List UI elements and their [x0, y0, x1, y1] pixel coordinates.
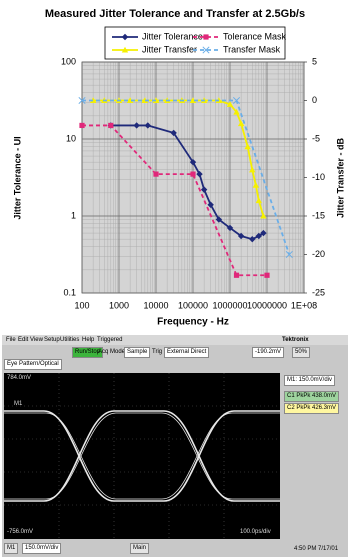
x-tick-label: 1000000	[212, 300, 247, 310]
menu-item[interactable]: View	[30, 337, 43, 343]
scale-top: 784.0mV	[7, 375, 31, 381]
data-point	[153, 172, 158, 177]
footer-item[interactable]: 150.0mV/div	[22, 543, 61, 554]
y-tick-label: 0.1	[63, 287, 76, 297]
x-axis-title: Frequency - Hz	[157, 317, 229, 328]
status: Triggered	[97, 337, 122, 343]
panel-item[interactable]: C2 PkPk 426.3mV	[284, 403, 339, 414]
y2-tick-label: -20	[312, 249, 325, 259]
y2-tick-label: -10	[312, 172, 325, 182]
scope-screen: 784.0mV M1 -756.0mV 100.0ps/div	[4, 373, 280, 539]
brand: Tektronix	[282, 337, 309, 343]
footer-item[interactable]: M1	[4, 543, 18, 554]
legend-label: Transfer Mask	[223, 44, 281, 54]
x-tick-label: 10000	[143, 300, 168, 310]
chart-title: Measured Jitter Tolerance and Transfer a…	[45, 8, 305, 20]
x-tick-label: 10000000	[247, 300, 287, 310]
y2-tick-label: -15	[312, 210, 325, 220]
timebase: 100.0ps/div	[240, 529, 271, 535]
y2-tick-label: 5	[312, 56, 317, 66]
data-point	[190, 172, 195, 177]
y2-tick-label: 0	[312, 95, 317, 105]
x-tick-label: 100000	[178, 300, 208, 310]
page: {"chart_data": {"type": "line", "title":…	[0, 0, 350, 559]
screen-grid	[4, 373, 280, 539]
menu-item[interactable]: Setup	[44, 337, 60, 343]
chart: Measured Jitter Tolerance and Transfer a…	[0, 0, 350, 332]
data-point	[79, 123, 84, 128]
trigger-level[interactable]: -190.2mV	[252, 347, 284, 358]
panel-item[interactable]: M1: 150.0mV/div	[284, 375, 335, 386]
y2-tick-label: -5	[312, 133, 320, 143]
menu-item[interactable]: File	[6, 337, 16, 343]
footer-item[interactable]: Main	[130, 543, 149, 554]
scale-bottom: -756.0mV	[7, 529, 33, 535]
legend-marker	[203, 34, 208, 39]
clock: 4:50 PM 7/17/01	[294, 546, 338, 552]
panel-item[interactable]: C1 PkPk 438.0mV	[284, 391, 339, 402]
data-point	[264, 273, 269, 278]
x-tick-label: 1E+08	[291, 300, 317, 310]
y2-tick-label: -25	[312, 287, 325, 297]
y-tick-label: 1	[71, 210, 76, 220]
trigger-select[interactable]: External Direct	[164, 347, 209, 358]
toolbar-label: Trig	[152, 349, 162, 355]
acq-mode-select[interactable]: Sample	[124, 347, 150, 358]
scope-screenshot: File Edit View Setup Utilities Help Trig…	[2, 335, 348, 557]
data-point	[234, 273, 239, 278]
trigger-percent[interactable]: 50%	[292, 347, 310, 358]
menu-item[interactable]: Help	[82, 337, 94, 343]
x-tick-label: 100	[74, 300, 89, 310]
menu-item[interactable]: Edit	[18, 337, 28, 343]
y2-axis-title: Jitter Transfer - dB	[335, 137, 345, 218]
legend-label: Tolerance Mask	[223, 31, 287, 41]
marker-label: M1	[14, 401, 22, 407]
y-tick-label: 100	[61, 56, 76, 66]
mode-select[interactable]: Eye Pattern/Optical	[4, 359, 62, 370]
legend-label: Jitter Transfer	[142, 44, 197, 54]
toolbar-label: Acq Mode	[98, 349, 125, 355]
eye-diagram	[4, 373, 280, 539]
y-axis-title: Jitter Tolerance - UI	[12, 136, 22, 219]
data-point	[108, 123, 113, 128]
x-tick-label: 1000	[109, 300, 129, 310]
eye-trace	[4, 411, 280, 501]
y-tick-label: 10	[66, 133, 76, 143]
menu-item[interactable]: Utilities	[60, 337, 79, 343]
